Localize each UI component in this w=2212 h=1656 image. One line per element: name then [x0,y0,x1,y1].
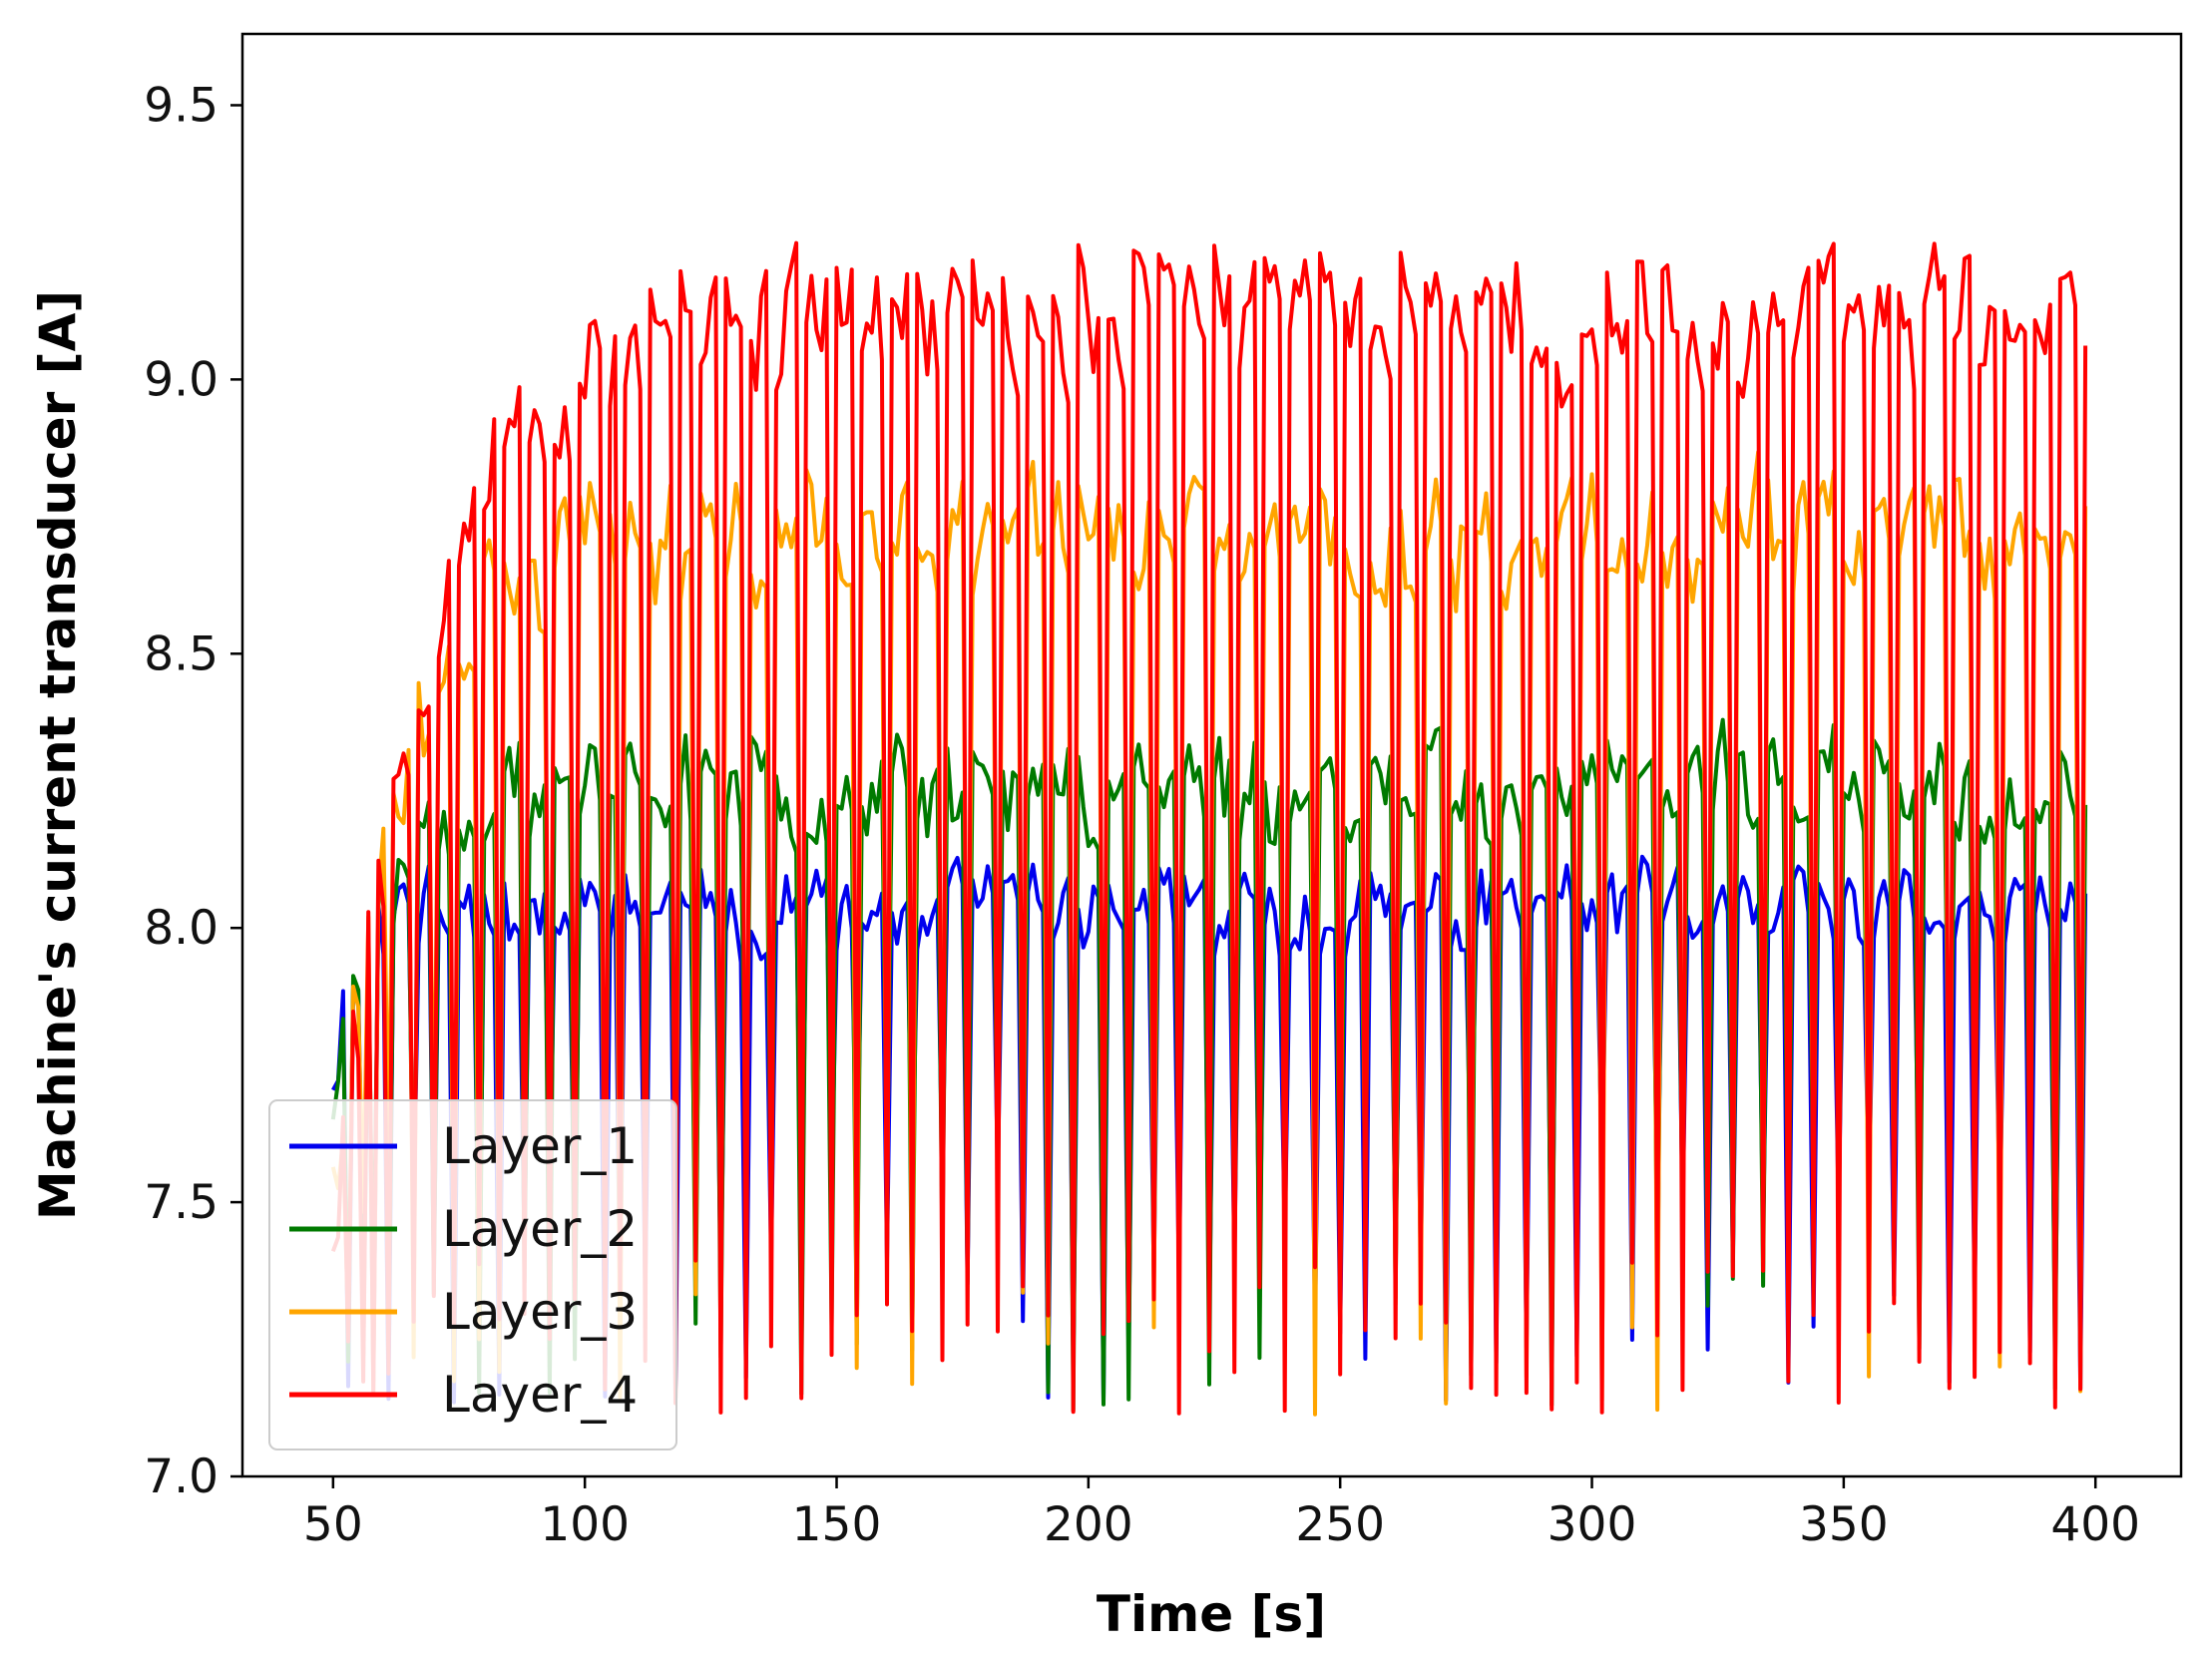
x-tick-label: 150 [792,1497,882,1552]
y-tick-label: 8.5 [144,626,219,681]
legend-label: Layer_4 [442,1366,638,1424]
y-tick-label: 7.0 [144,1449,219,1504]
series-line-layer-4 [330,240,2088,1416]
series-layer [330,240,2088,1417]
x-tick-label: 400 [2050,1497,2140,1552]
x-axis-label: Time [s] [1097,1585,1326,1643]
legend-label: Layer_3 [442,1283,638,1341]
y-tick-label: 8.0 [144,901,219,956]
plot-frame [240,32,2183,1478]
y-axis-label: Machine's current transducer [A] [29,290,87,1220]
x-tick-label: 300 [1548,1497,1637,1552]
x-tick-label: 350 [1799,1497,1889,1552]
y-tick-label: 7.5 [144,1175,219,1230]
legend-box [268,1099,677,1450]
legend-label: Layer_2 [442,1200,638,1258]
x-tick-label: 250 [1295,1497,1385,1552]
legend-label: Layer_1 [442,1117,638,1175]
legend: Layer_1 Layer_2 Layer_3 Layer_4 [268,1099,677,1450]
y-tick-label: 9.5 [144,78,219,133]
y-tick-label: 9.0 [144,352,219,407]
y-axis: 7.0 7.5 8.0 8.5 9.0 9.5 [144,78,242,1504]
x-tick-label: 50 [303,1497,363,1552]
x-tick-label: 200 [1044,1497,1133,1552]
x-tick-label: 100 [540,1497,630,1552]
x-axis: 50 100 150 200 250 300 350 400 [303,1476,2140,1552]
